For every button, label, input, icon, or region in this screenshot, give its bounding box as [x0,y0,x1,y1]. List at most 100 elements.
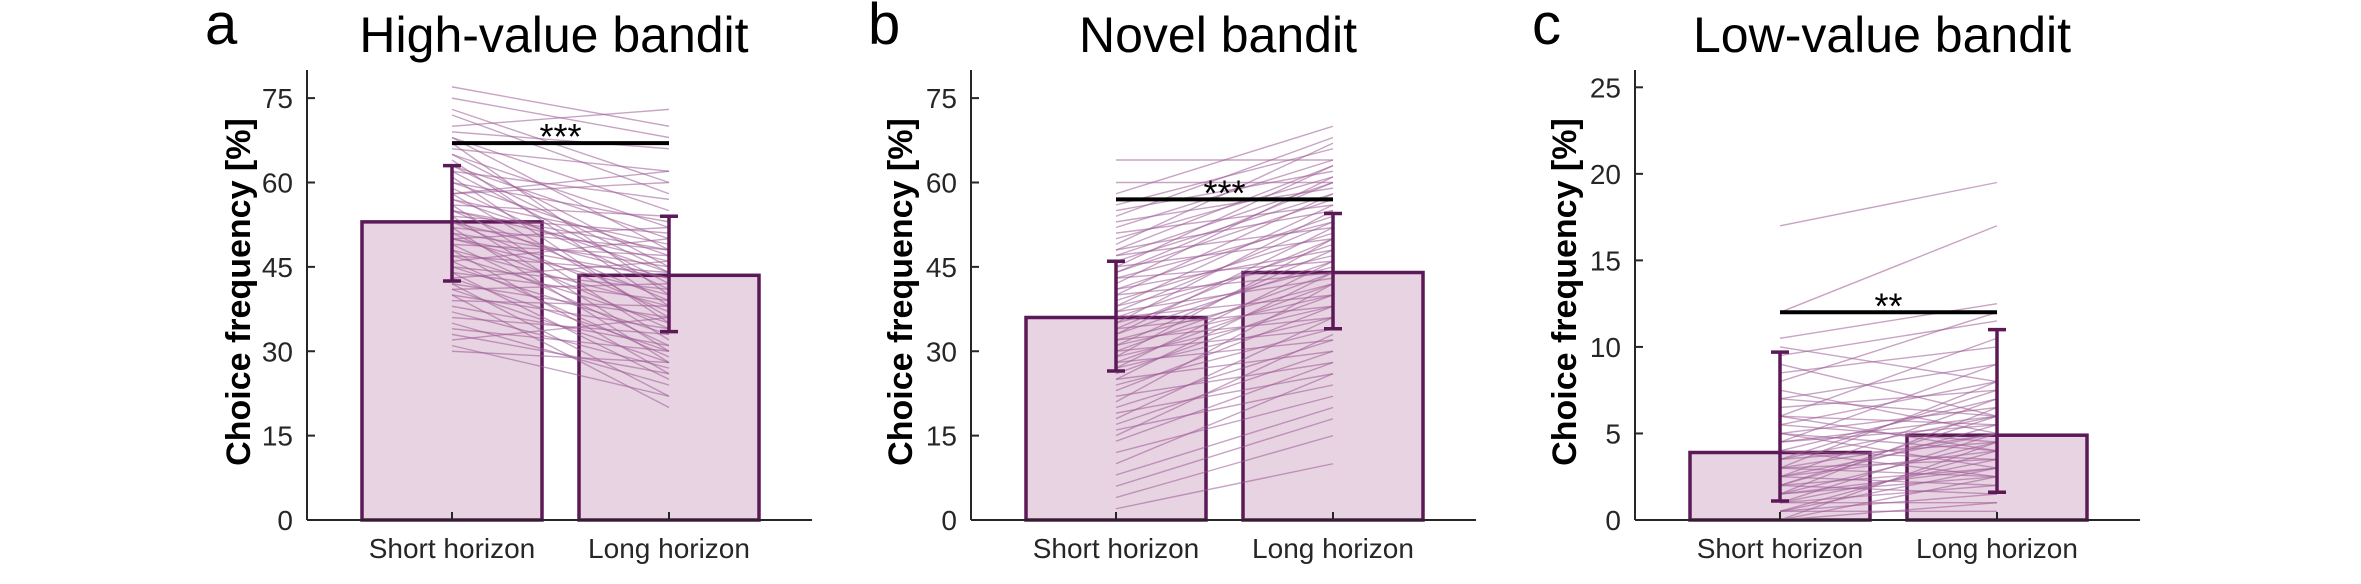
individual-line [1115,328,1334,386]
individual-line [1779,484,1998,504]
individual-line [451,226,670,251]
x-tick-label: Long horizon [588,533,750,564]
individual-line [451,170,670,201]
individual-line [1779,406,1998,495]
individual-line [1115,294,1334,375]
panel-b-title: Novel bandit [1079,7,1357,63]
y-tick-label: 60 [926,168,957,199]
individual-line [451,238,670,279]
y-tick-label: 45 [262,252,293,283]
individual-line [1115,316,1334,420]
x-tick-label: Long horizon [1252,533,1414,564]
individual-line [451,260,670,279]
individual-line [1779,424,1998,443]
individual-line [1115,373,1334,465]
individual-line [1115,170,1334,212]
individual-line [451,136,670,212]
x-tick-label: Short horizon [1033,533,1200,564]
individual-line [1779,181,1998,227]
individual-line [1779,346,1998,383]
significance-stars: *** [539,116,581,157]
panel-a-ylabel: Choice frequency [%] [220,118,258,466]
y-tick-label: 15 [1590,245,1621,276]
panel-c-ylabel: Choice frequency [%] [1546,118,1584,466]
individual-line [1779,302,1998,339]
individual-line [1779,363,1998,443]
significance-stars: *** [1203,172,1245,213]
individual-line [1779,389,1998,435]
individual-line [1115,418,1334,487]
individual-line [451,164,670,274]
individual-line [1115,333,1334,437]
panel-a-title: High-value bandit [359,7,748,63]
individual-line [1115,271,1334,352]
individual-line [1779,476,1998,521]
individual-line [1115,198,1334,274]
individual-line [451,232,670,330]
panel-c-title: Low-value bandit [1693,7,2071,63]
individual-line [1779,389,1998,461]
individual-line [451,316,670,341]
individual-line [451,136,670,251]
individual-line [1779,363,1998,417]
individual-line [1115,221,1334,279]
individual-line [1779,363,1998,400]
individual-line [1115,361,1334,397]
individual-line [1115,283,1334,364]
individual-line [451,333,670,375]
individual-line [1115,384,1334,431]
individual-line [451,243,670,347]
y-tick-label: 75 [262,83,293,114]
individual-line [1779,337,1998,417]
y-tick-label: 5 [1605,418,1621,449]
x-tick-label: Short horizon [1697,533,1864,564]
y-tick-label: 30 [262,336,293,367]
y-tick-label: 30 [926,336,957,367]
individual-line [451,316,670,336]
individual-line [1115,283,1334,403]
individual-line [1115,361,1334,442]
individual-line [451,283,670,319]
panel-b-letter: b [868,0,900,57]
individual-line [1115,434,1334,499]
panel-b: b Novel bandit Choice frequency [%] *** 0… [868,0,1476,564]
individual-line [451,108,670,127]
individual-line [451,215,670,234]
y-tick-label: 25 [1590,72,1621,103]
individual-line [1115,210,1334,324]
individual-line [451,238,670,262]
individual-line [451,114,670,195]
individual-line [1779,389,1998,409]
individual-line [1779,415,1998,443]
individual-line [451,131,670,150]
individual-line [1115,373,1334,414]
individual-line [1115,339,1334,364]
individual-line [1779,467,1998,487]
individual-line [1115,260,1334,369]
panel-a: a High-value bandit Choice frequency [%]… [205,0,812,564]
panel-b-plot: *** 0 15 30 45 60 75 Short horizon Long horizon [926,70,1476,564]
individual-line [451,170,670,195]
y-tick-label: 0 [941,505,957,536]
y-tick-label: 0 [277,505,293,536]
individual-line [1779,311,1998,383]
individual-line [451,283,670,291]
individual-line [451,266,670,291]
individual-line [1115,305,1334,392]
individual-line [1115,238,1334,330]
individual-line [1115,271,1334,381]
individual-line [451,254,670,274]
y-tick-label: 75 [926,83,957,114]
individual-line [451,294,670,409]
individual-line [1115,238,1334,358]
individual-line [1115,316,1334,341]
individual-line [1779,415,1998,426]
individual-line [1779,398,1998,417]
y-tick-label: 45 [926,252,957,283]
individual-line [451,209,670,251]
y-tick-label: 15 [262,421,293,452]
x-tick-label: Short horizon [369,533,536,564]
individual-line [1115,305,1334,330]
individual-line [1115,215,1334,291]
